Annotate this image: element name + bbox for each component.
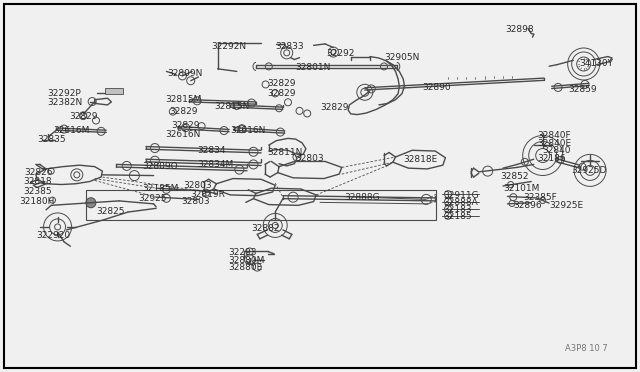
- Text: 32185: 32185: [444, 212, 472, 221]
- Text: 32385F: 32385F: [524, 193, 557, 202]
- Text: 32292: 32292: [326, 49, 355, 58]
- Text: 32616N: 32616N: [230, 126, 266, 135]
- Text: 32382N: 32382N: [47, 98, 83, 107]
- Text: 32616M: 32616M: [53, 126, 90, 135]
- Text: 32925E: 32925E: [549, 201, 583, 210]
- Text: 32101M: 32101M: [504, 185, 540, 193]
- Bar: [105, 89, 123, 94]
- Text: 322920: 322920: [36, 231, 70, 240]
- Text: 32815M: 32815M: [165, 95, 202, 104]
- Text: 32811N: 32811N: [268, 148, 303, 157]
- Text: 32888A: 32888A: [444, 198, 478, 207]
- Text: 32859: 32859: [568, 85, 597, 94]
- Text: 34130Y: 34130Y: [579, 59, 613, 68]
- Text: 32801N: 32801N: [296, 63, 331, 72]
- Text: 32818E: 32818E: [403, 155, 438, 164]
- Text: 32829: 32829: [70, 112, 99, 121]
- Text: 32882: 32882: [251, 224, 280, 233]
- Text: 32888G: 32888G: [344, 193, 380, 202]
- Text: 32616N: 32616N: [165, 130, 200, 139]
- Circle shape: [86, 198, 96, 208]
- Text: 32905N: 32905N: [384, 53, 419, 62]
- Text: 32292N: 32292N: [211, 42, 246, 51]
- Text: 32880E: 32880E: [228, 263, 262, 272]
- Text: 32890: 32890: [422, 83, 451, 92]
- Text: 32840F: 32840F: [538, 131, 572, 140]
- Text: 32803: 32803: [183, 181, 212, 190]
- Text: 32834M: 32834M: [197, 160, 234, 169]
- Text: 32809N: 32809N: [168, 69, 203, 78]
- Text: 32829: 32829: [320, 103, 349, 112]
- Text: 32840E: 32840E: [538, 139, 572, 148]
- Text: 32925D: 32925D: [571, 166, 606, 174]
- Text: 32896: 32896: [513, 201, 542, 210]
- Text: 32293: 32293: [228, 248, 257, 257]
- Text: 32840: 32840: [543, 146, 572, 155]
- Text: 32898: 32898: [506, 25, 534, 34]
- Text: 32829: 32829: [268, 79, 296, 88]
- Text: 32825: 32825: [96, 207, 125, 216]
- Text: A3P8 10 7: A3P8 10 7: [565, 344, 608, 353]
- Text: 32829: 32829: [172, 121, 200, 130]
- Text: 32815N: 32815N: [214, 102, 250, 110]
- Text: 32911G: 32911G: [444, 191, 479, 200]
- Text: 32185M: 32185M: [142, 185, 179, 193]
- Text: 32834: 32834: [197, 146, 226, 155]
- Text: 32852: 32852: [500, 172, 529, 181]
- Text: 32829: 32829: [169, 107, 198, 116]
- Text: 32385: 32385: [23, 187, 52, 196]
- Text: 32819R: 32819R: [191, 190, 225, 199]
- Bar: [86, 190, 436, 220]
- Text: 32803: 32803: [296, 154, 324, 163]
- Text: 32180H: 32180H: [19, 198, 54, 206]
- Text: 32880M: 32880M: [228, 256, 264, 265]
- Text: 32809O: 32809O: [142, 162, 178, 171]
- Text: 32803: 32803: [182, 198, 211, 206]
- Text: 32829: 32829: [268, 89, 296, 97]
- Text: 32833: 32833: [275, 42, 304, 51]
- Text: 32925: 32925: [138, 194, 167, 203]
- Text: 32183: 32183: [444, 205, 472, 214]
- Text: 32292P: 32292P: [47, 89, 81, 97]
- Text: 32826: 32826: [24, 168, 53, 177]
- Text: 32186: 32186: [538, 154, 566, 163]
- Text: 32835: 32835: [37, 135, 66, 144]
- Text: 32818: 32818: [23, 177, 52, 186]
